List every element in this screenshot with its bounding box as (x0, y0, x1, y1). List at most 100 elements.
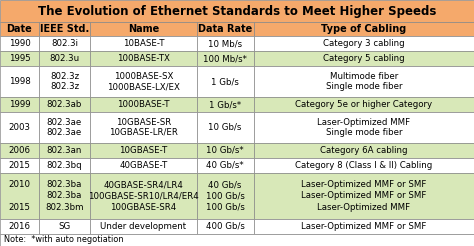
Text: 1000BASE-SX: 1000BASE-SX (114, 72, 173, 81)
Text: Data Rate: Data Rate (198, 24, 252, 34)
Bar (197, 173, 254, 219)
Bar (90, 219, 197, 234)
Text: 2006: 2006 (9, 146, 30, 155)
Text: 10GBASE-T: 10GBASE-T (119, 146, 167, 155)
Text: Category 5 cabling: Category 5 cabling (323, 54, 405, 63)
Bar (197, 112, 254, 143)
Text: 10 Gb/s*: 10 Gb/s* (206, 146, 244, 155)
Text: 802.3i: 802.3i (51, 39, 78, 48)
Text: 10GBASE-LR/ER: 10GBASE-LR/ER (109, 128, 178, 137)
Text: 100GBASE-SR10/LR4/ER4: 100GBASE-SR10/LR4/ER4 (88, 191, 199, 200)
Bar (0, 36, 39, 51)
Bar (39, 112, 90, 143)
Text: 802.3ae: 802.3ae (47, 128, 82, 137)
Bar (0, 66, 39, 97)
Text: 2010: 2010 (9, 180, 30, 189)
Bar (0, 173, 39, 219)
Text: 100BASE-TX: 100BASE-TX (117, 54, 170, 63)
Text: 802.3ae: 802.3ae (47, 118, 82, 127)
Bar (0, 0, 474, 22)
Text: Note:  *with auto negotiation: Note: *with auto negotiation (4, 235, 124, 245)
Bar (0, 51, 39, 66)
Text: 802.3u: 802.3u (49, 54, 80, 63)
Bar (197, 97, 254, 112)
Bar (254, 66, 474, 97)
Text: Category 5e or higher Category: Category 5e or higher Category (295, 100, 432, 109)
Bar (254, 112, 474, 143)
Text: Category 6A cabling: Category 6A cabling (320, 146, 408, 155)
Text: Laser-Optimized MMF: Laser-Optimized MMF (317, 118, 410, 127)
Bar (90, 66, 197, 97)
Text: IEEE Std.: IEEE Std. (40, 24, 89, 34)
Text: 10 Mb/s: 10 Mb/s (208, 39, 242, 48)
Bar (39, 36, 90, 51)
Bar (90, 143, 197, 158)
Text: Type of Cabling: Type of Cabling (321, 24, 406, 34)
Text: Category 8 (Class I & II) Cabling: Category 8 (Class I & II) Cabling (295, 161, 432, 170)
Text: Name: Name (128, 24, 159, 34)
Text: 1998: 1998 (9, 77, 30, 86)
Text: 10 Gb/s: 10 Gb/s (209, 123, 242, 132)
Text: 10BASE-T: 10BASE-T (123, 39, 164, 48)
Text: Laser-Optimized MMF: Laser-Optimized MMF (317, 203, 410, 212)
Text: 802.3z: 802.3z (50, 72, 79, 81)
Bar (39, 66, 90, 97)
Bar (90, 112, 197, 143)
Text: Single mode fiber: Single mode fiber (326, 128, 402, 137)
Text: 802.3ba: 802.3ba (47, 191, 82, 200)
Bar (254, 22, 474, 36)
Text: Laser-Optimized MMF or SMF: Laser-Optimized MMF or SMF (301, 180, 427, 189)
Text: 2015: 2015 (9, 161, 30, 170)
Text: 1000BASE-LX/EX: 1000BASE-LX/EX (107, 82, 180, 91)
Text: 1999: 1999 (9, 100, 30, 109)
Bar (197, 36, 254, 51)
Bar (39, 51, 90, 66)
Bar (90, 158, 197, 173)
Text: The Evolution of Ethernet Standards to Meet Higher Speeds: The Evolution of Ethernet Standards to M… (38, 4, 436, 17)
Bar (254, 36, 474, 51)
Text: 40 Gb/s: 40 Gb/s (209, 180, 242, 189)
Bar (0, 219, 39, 234)
Bar (39, 173, 90, 219)
Bar (197, 51, 254, 66)
Bar (197, 66, 254, 97)
Text: Laser-Optimized MMF or SMF: Laser-Optimized MMF or SMF (301, 191, 427, 200)
Text: 100 Gb/s: 100 Gb/s (206, 203, 245, 212)
Text: Multimode fiber: Multimode fiber (330, 72, 398, 81)
Text: Under development: Under development (100, 222, 186, 231)
Text: 40GBASE-SR4/LR4: 40GBASE-SR4/LR4 (103, 180, 183, 189)
Bar (90, 51, 197, 66)
Text: 802.3z: 802.3z (50, 82, 79, 91)
Bar (0, 234, 474, 246)
Text: 2016: 2016 (9, 222, 30, 231)
Text: 802.3ab: 802.3ab (47, 100, 82, 109)
Text: 1990: 1990 (9, 39, 30, 48)
Text: 40GBASE-T: 40GBASE-T (119, 161, 167, 170)
Text: 1995: 1995 (9, 54, 30, 63)
Bar (197, 143, 254, 158)
Text: 100 Gb/s: 100 Gb/s (206, 191, 245, 200)
Text: Category 3 cabling: Category 3 cabling (323, 39, 405, 48)
Bar (39, 143, 90, 158)
Text: 1 Gb/s: 1 Gb/s (211, 77, 239, 86)
Bar (254, 51, 474, 66)
Text: SG: SG (58, 222, 71, 231)
Text: 1 Gb/s*: 1 Gb/s* (209, 100, 241, 109)
Bar (90, 97, 197, 112)
Text: Single mode fiber: Single mode fiber (326, 82, 402, 91)
Bar (90, 36, 197, 51)
Bar (90, 22, 197, 36)
Text: 1000BASE-T: 1000BASE-T (117, 100, 170, 109)
Bar (39, 219, 90, 234)
Bar (39, 158, 90, 173)
Bar (254, 173, 474, 219)
Text: 802.3bq: 802.3bq (46, 161, 82, 170)
Text: 2015: 2015 (9, 203, 30, 212)
Text: 40 Gb/s*: 40 Gb/s* (206, 161, 244, 170)
Text: 802.3bm: 802.3bm (45, 203, 84, 212)
Bar (197, 22, 254, 36)
Text: 100 Mb/s*: 100 Mb/s* (203, 54, 247, 63)
Bar (90, 173, 197, 219)
Bar (0, 158, 39, 173)
Bar (197, 219, 254, 234)
